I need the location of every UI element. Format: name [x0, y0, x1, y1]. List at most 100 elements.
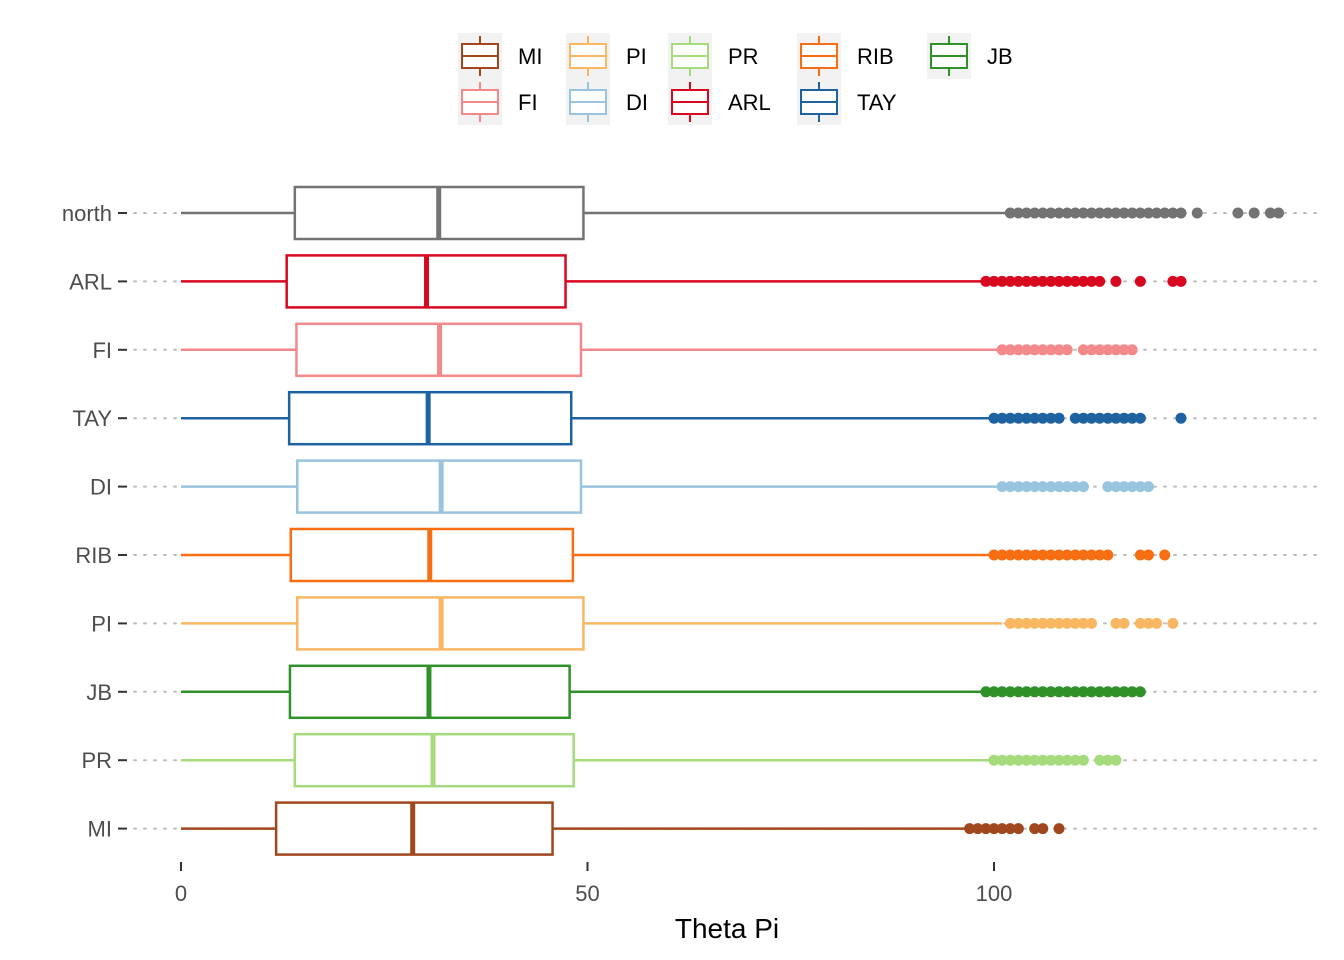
outlier-point [1086, 686, 1098, 698]
outlier-point [1110, 686, 1122, 698]
outlier-point [1077, 275, 1089, 287]
outlier-point [1126, 344, 1138, 356]
outlier-point [1012, 412, 1024, 424]
outlier-point [1094, 686, 1106, 698]
outlier-point [1110, 207, 1122, 219]
outlier-point [1069, 686, 1081, 698]
y-tick-label: PI [91, 611, 112, 636]
outlier-point [1021, 275, 1033, 287]
x-tick-label: 0 [175, 881, 187, 906]
outlier-point [1102, 686, 1114, 698]
legend-item-pr: PR [668, 33, 759, 79]
outlier-point [1110, 344, 1122, 356]
outlier-point [1029, 481, 1041, 493]
outlier-point [988, 275, 1000, 287]
outlier-point [1232, 207, 1244, 219]
outlier-point [1110, 275, 1122, 287]
outlier-point [1004, 754, 1016, 766]
x-tick-label: 50 [575, 881, 599, 906]
y-tick-label: ARL [69, 269, 112, 294]
outlier-point [1053, 344, 1065, 356]
y-tick-label: RIB [75, 543, 112, 568]
outlier-point [1029, 412, 1041, 424]
outlier-point [1045, 207, 1057, 219]
outlier-point [1134, 207, 1146, 219]
outlier-point [1134, 686, 1146, 698]
outlier-point [1012, 754, 1024, 766]
outlier-point [1021, 617, 1033, 629]
outlier-point [1094, 549, 1106, 561]
outlier-point [1086, 344, 1098, 356]
outlier-point [1077, 481, 1089, 493]
outlier-point [1021, 412, 1033, 424]
outlier-point [1069, 754, 1081, 766]
outlier-point [1029, 207, 1041, 219]
outlier-point [1142, 617, 1154, 629]
legend-item-tay: TAY [797, 79, 897, 125]
outlier-point [1053, 686, 1065, 698]
outlier-point [980, 823, 992, 835]
outlier-point [1021, 686, 1033, 698]
outlier-point [1012, 344, 1024, 356]
legend-label: DI [626, 90, 648, 115]
outlier-point [1004, 823, 1016, 835]
legend-item-pi: PI [566, 33, 647, 79]
outlier-point [996, 275, 1008, 287]
outlier-point [996, 823, 1008, 835]
outlier-point [1021, 549, 1033, 561]
outlier-point [1110, 617, 1122, 629]
outlier-point [1029, 754, 1041, 766]
outlier-point [1077, 344, 1089, 356]
outlier-point [1069, 412, 1081, 424]
outlier-point [1110, 754, 1122, 766]
outlier-point [1069, 617, 1081, 629]
outlier-point [1175, 412, 1187, 424]
outlier-point [1118, 617, 1130, 629]
outlier-point [1191, 207, 1203, 219]
legend-label: JB [987, 44, 1013, 69]
outlier-point [1134, 275, 1146, 287]
outlier-point [996, 344, 1008, 356]
box-DI [181, 459, 1154, 514]
outlier-point [1102, 754, 1114, 766]
outlier-point [1094, 754, 1106, 766]
outlier-point [1077, 617, 1089, 629]
box-MI [181, 801, 1065, 856]
outlier-point [996, 412, 1008, 424]
outlier-point [1045, 617, 1057, 629]
outlier-point [1021, 207, 1033, 219]
box-TAY [181, 390, 1187, 446]
outlier-point [1053, 275, 1065, 287]
box-north [181, 185, 1285, 241]
box-ARL [181, 254, 1187, 309]
outlier-point [1175, 275, 1187, 287]
x-axis: 0 50 100 [175, 862, 1012, 906]
outlier-point [1012, 207, 1024, 219]
outlier-point [1061, 617, 1073, 629]
outlier-point [1102, 412, 1114, 424]
outlier-point [1029, 344, 1041, 356]
outlier-point [1045, 686, 1057, 698]
outlier-point [1086, 207, 1098, 219]
outlier-point [1077, 549, 1089, 561]
box-RIB [181, 527, 1171, 583]
outlier-point [996, 754, 1008, 766]
legend-item-fi: FI [458, 79, 538, 125]
outlier-point [1037, 549, 1049, 561]
outlier-point [1118, 207, 1130, 219]
outlier-point [1126, 412, 1138, 424]
outlier-point [1086, 275, 1098, 287]
outlier-point [1264, 207, 1276, 219]
outlier-point [1077, 754, 1089, 766]
outlier-point [1118, 481, 1130, 493]
outlier-point [1118, 686, 1130, 698]
outlier-point [1094, 207, 1106, 219]
outlier-point [1004, 617, 1016, 629]
outlier-point [1118, 412, 1130, 424]
outlier-point [1102, 549, 1114, 561]
outlier-point [988, 549, 1000, 561]
legend-item-jb: JB [927, 33, 1013, 79]
legend-item-mi: MI [458, 33, 542, 79]
x-tick-label: 100 [976, 881, 1013, 906]
